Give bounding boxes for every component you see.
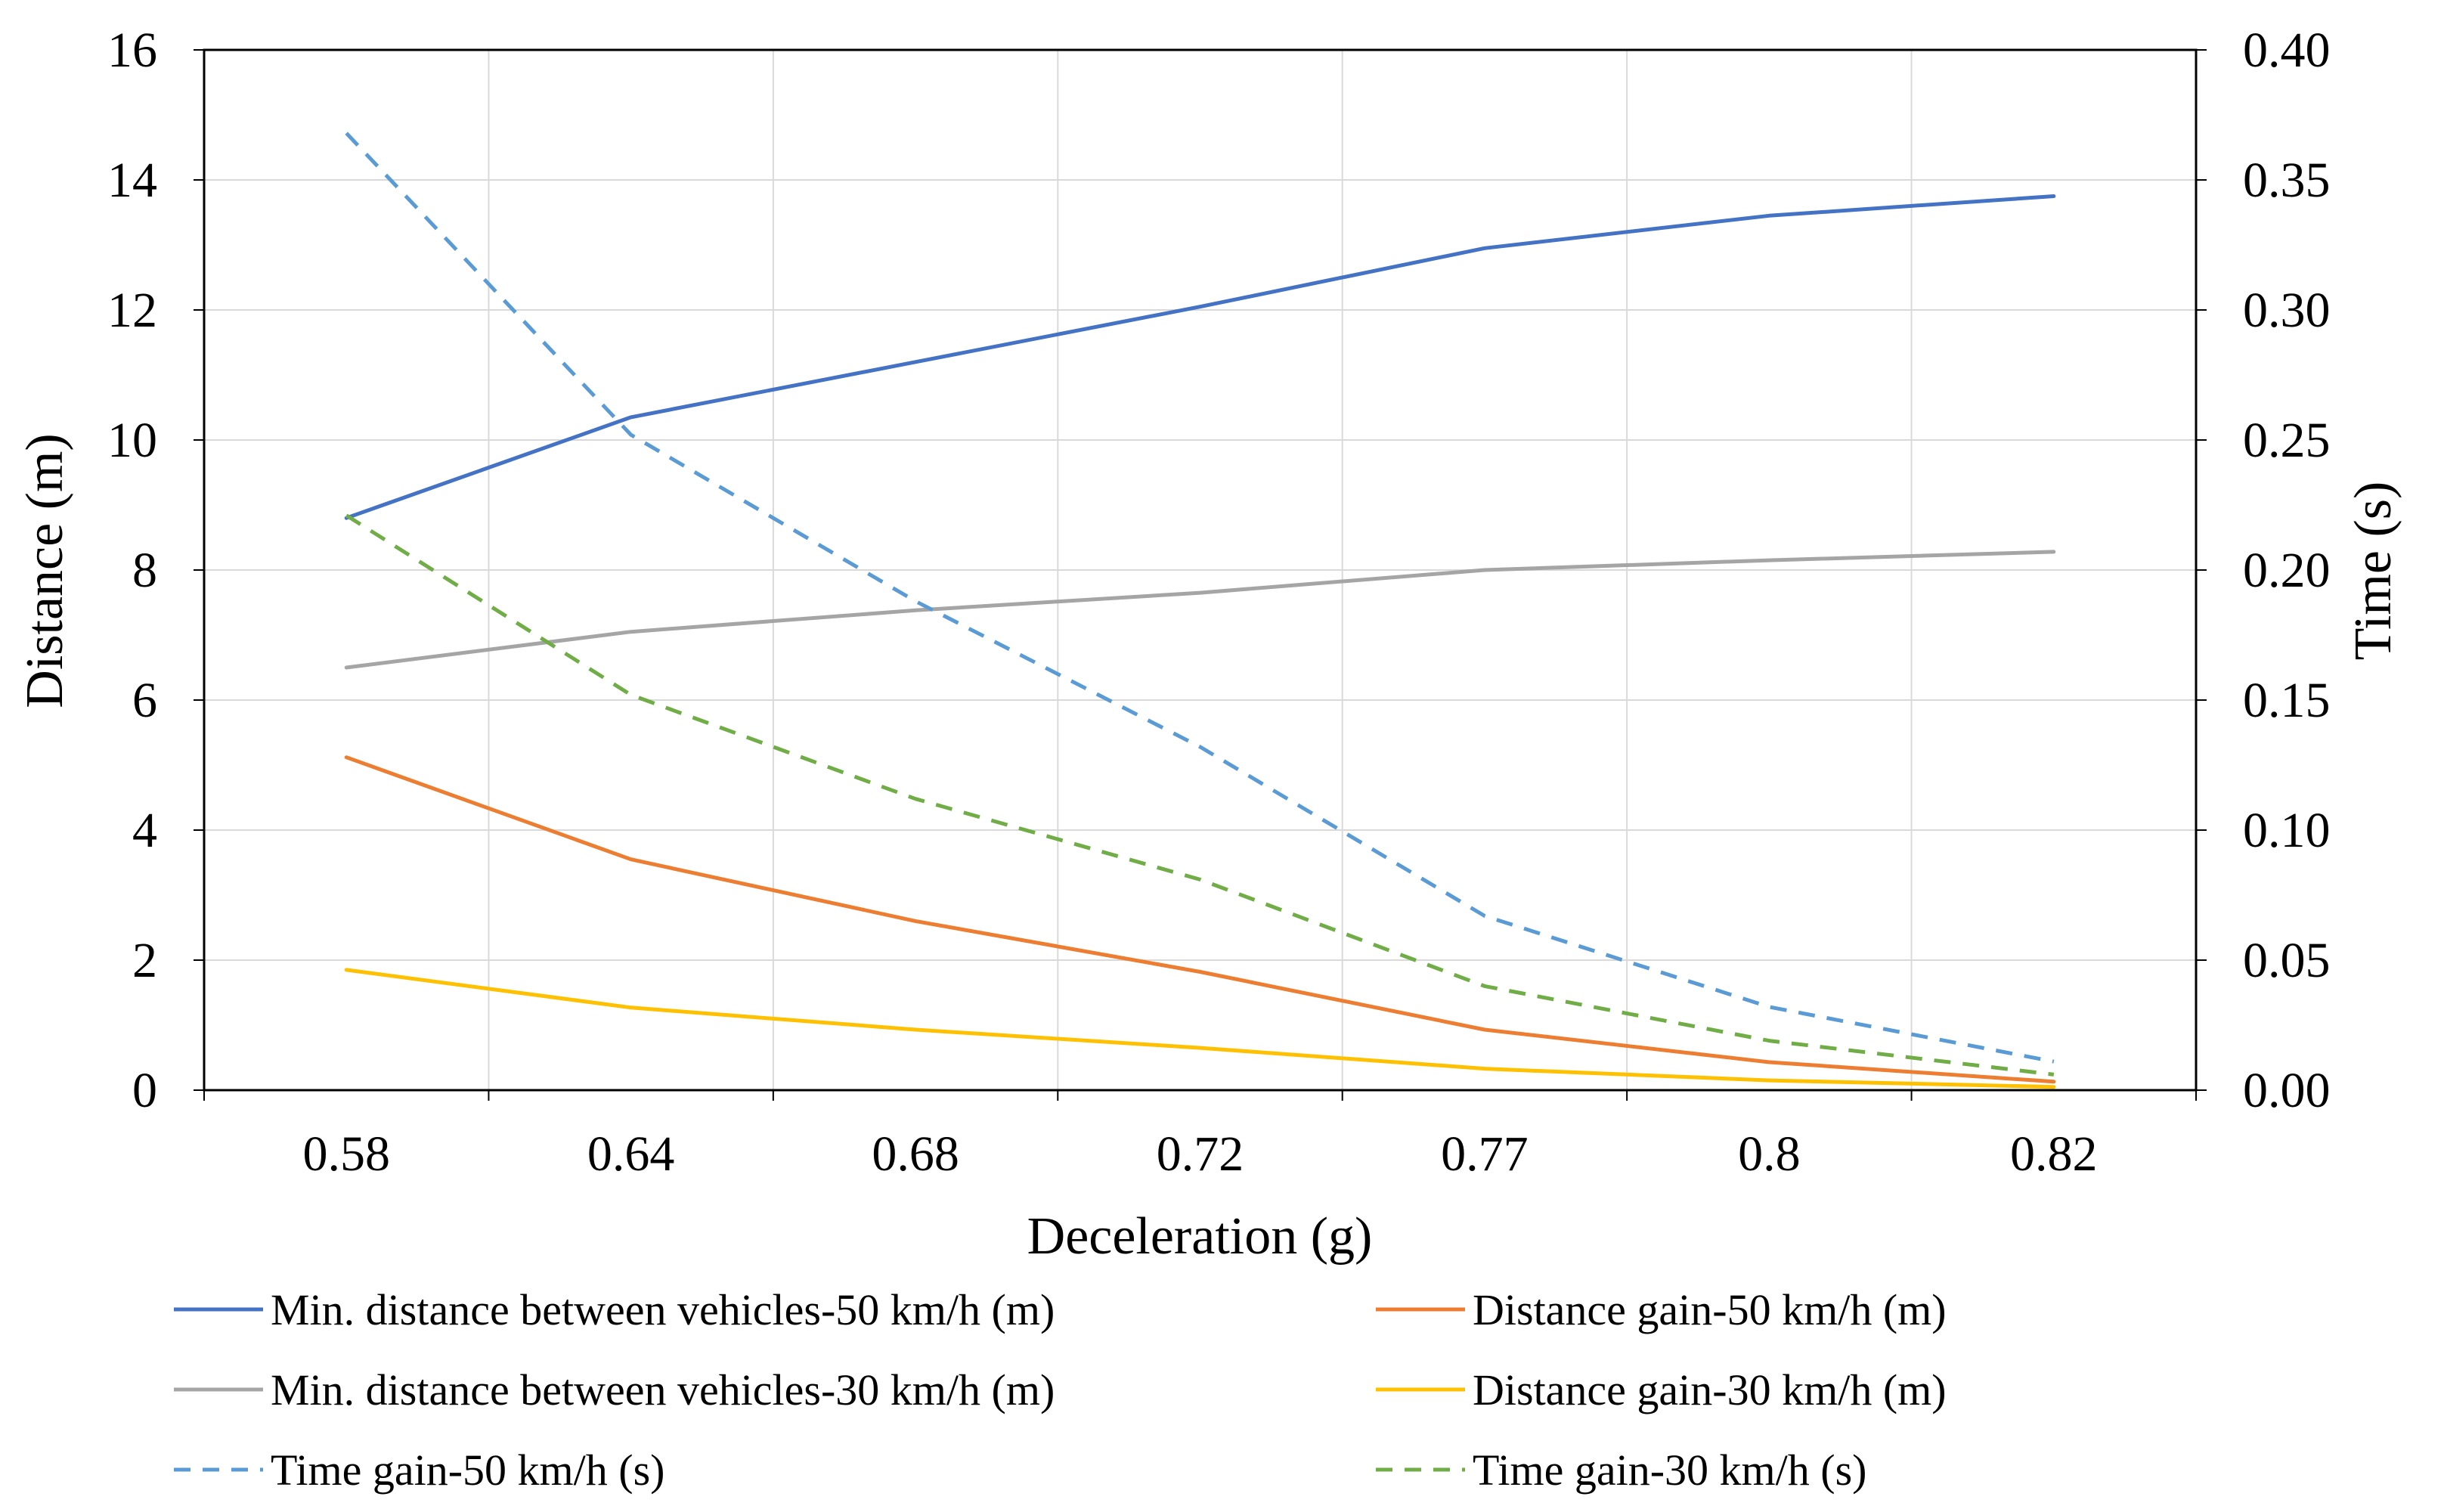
right-axis-tick-label: 0.20 <box>2243 543 2331 598</box>
x-axis-tick-label: 0.68 <box>872 1126 959 1182</box>
series-line-time-gain-30-km-h-s <box>345 513 2055 1077</box>
series-line-time-gain-50-km-h-s <box>345 132 2055 1064</box>
x-axis-tick-label: 0.72 <box>1157 1126 1244 1182</box>
right-axis-tick-label: 0.15 <box>2243 673 2331 728</box>
x-axis-tick-label: 0.64 <box>587 1126 675 1182</box>
legend: Min. distance between vehicles-50 km/h (… <box>174 1285 1947 1495</box>
legend-item: Min. distance between vehicles-50 km/h (… <box>174 1285 1055 1334</box>
legend-item: Time gain-30 km/h (s) <box>1376 1445 1866 1495</box>
left-axis-tick-label: 10 <box>107 413 157 468</box>
x-axis: 0.58 0.64 0.68 0.72 0.77 0.8 0.82 <box>203 1090 2197 1182</box>
legend-item: Distance gain-30 km/h (m) <box>1376 1365 1947 1414</box>
right-axis-tick-label: 0.25 <box>2243 413 2331 468</box>
right-axis-tick-label: 0.00 <box>2243 1063 2331 1118</box>
x-axis-tick-label: 0.58 <box>302 1126 390 1182</box>
left-axis-tick-label: 2 <box>132 933 157 988</box>
series-line-min-distance-between-vehicles-30-km-h-m <box>344 550 2056 670</box>
x-axis-tick-label: 0.82 <box>2010 1126 2098 1182</box>
left-axis-title: Distance (m) <box>16 433 74 708</box>
right-axis-tick-label: 0.40 <box>2243 23 2331 78</box>
left-y-axis: 0 2 4 6 8 10 12 14 16 <box>107 23 204 1118</box>
right-y-axis: 0.00 0.05 0.10 0.15 0.20 0.25 0.30 0.35 0.40 <box>2196 23 2331 1118</box>
left-axis-tick-label: 8 <box>132 543 157 598</box>
left-axis-tick-label: 12 <box>107 283 157 338</box>
x-axis-tick-label: 0.77 <box>1441 1126 1529 1182</box>
left-axis-tick-label: 4 <box>132 803 157 858</box>
right-axis-tick-label: 0.10 <box>2243 803 2331 858</box>
series-line-distance-gain-50-km-h-m <box>344 755 2056 1084</box>
legend-item: Distance gain-50 km/h (m) <box>1376 1285 1947 1334</box>
legend-label: Min. distance between vehicles-50 km/h (… <box>271 1285 1055 1334</box>
legend-label: Distance gain-30 km/h (m) <box>1473 1365 1947 1414</box>
x-axis-tick-label: 0.8 <box>1738 1126 1801 1182</box>
left-axis-tick-label: 14 <box>107 153 157 208</box>
right-axis-tick-label: 0.35 <box>2243 153 2331 208</box>
legend-item: Time gain-50 km/h (s) <box>174 1445 664 1495</box>
series-line-distance-gain-30-km-h-m <box>344 968 2056 1089</box>
left-axis-tick-label: 6 <box>132 673 157 728</box>
gridlines <box>204 50 2196 1090</box>
series-line-min-distance-between-vehicles-50-km-h-m <box>344 194 2056 520</box>
legend-label: Min. distance between vehicles-30 km/h (… <box>271 1365 1055 1414</box>
right-axis-tick-label: 0.30 <box>2243 283 2331 338</box>
x-axis-title: Deceleration (g) <box>1027 1207 1373 1266</box>
legend-item: Min. distance between vehicles-30 km/h (… <box>174 1365 1055 1414</box>
left-axis-tick-label: 16 <box>107 23 157 78</box>
legend-label: Time gain-50 km/h (s) <box>271 1445 664 1495</box>
legend-label: Time gain-30 km/h (s) <box>1473 1445 1866 1495</box>
legend-label: Distance gain-50 km/h (m) <box>1473 1285 1947 1334</box>
series-lines <box>344 132 2056 1089</box>
right-axis-title: Time (s) <box>2344 482 2402 661</box>
left-axis-tick-label: 0 <box>132 1063 157 1118</box>
right-axis-tick-label: 0.05 <box>2243 933 2331 988</box>
